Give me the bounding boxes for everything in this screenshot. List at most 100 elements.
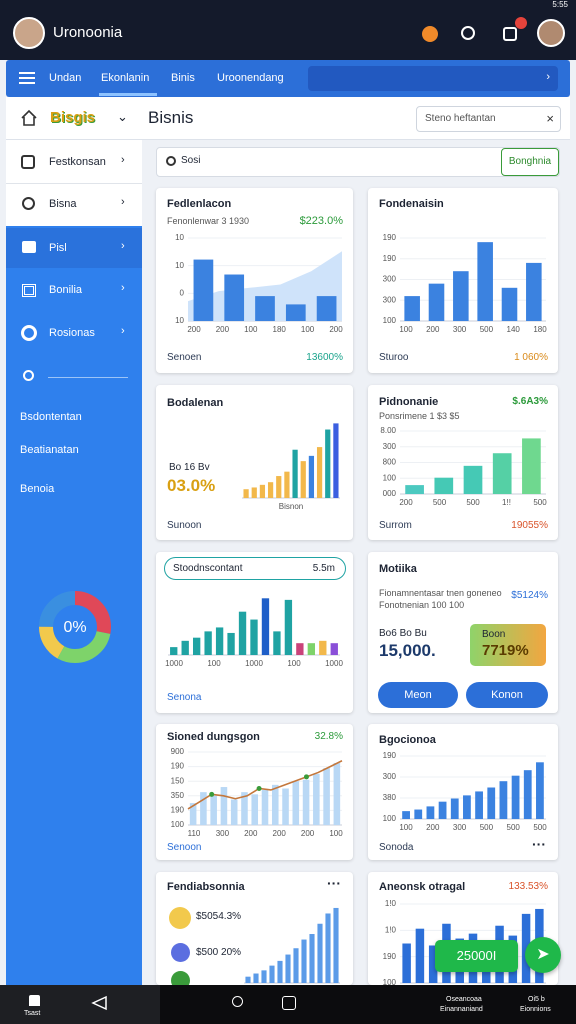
action-button[interactable]: 25000I (435, 940, 518, 972)
chevron[interactable]: ⌄ (117, 109, 128, 124)
recent-icon[interactable] (282, 996, 296, 1010)
notif-icon[interactable] (422, 26, 438, 42)
button[interactable]: Meon (378, 682, 458, 708)
bar (463, 465, 483, 494)
divider (6, 183, 142, 184)
bar (192, 637, 201, 655)
bar (282, 788, 289, 825)
card-title: Sioned dungsgon (167, 731, 260, 743)
search-button[interactable]: Bonghnia (501, 148, 559, 176)
pill[interactable]: Stoodnscontant 5.5m (164, 557, 346, 580)
x-tick-label: 1000 (325, 659, 343, 668)
bar (285, 954, 291, 983)
card-value: 133.53% (508, 881, 548, 892)
y-tick-label: 10 (175, 261, 184, 270)
list-avatar (169, 907, 191, 929)
side-link[interactable]: Beatianatan (20, 444, 79, 456)
chevron: › (121, 325, 125, 337)
nav-tab[interactable]: Binis (171, 72, 195, 84)
y-tick-label: 100 (383, 473, 397, 482)
bar (325, 429, 331, 498)
list-item: $500 20% (196, 947, 242, 958)
bar (215, 627, 224, 655)
side-item[interactable]: Bonilia (49, 284, 83, 296)
home-icon[interactable] (20, 109, 38, 127)
main-search[interactable]: Sosi Bonghnia (156, 147, 560, 177)
bar (499, 781, 508, 819)
y-tick-label: 300 (383, 772, 397, 781)
card-footer: Sunoon (167, 520, 202, 531)
bar (477, 242, 493, 321)
bar (261, 789, 269, 825)
nav-search[interactable]: › (308, 66, 558, 91)
bar (501, 287, 518, 321)
card: Bgocionoa 190 300 380 100 100 200 300 500 500 500… (368, 724, 558, 860)
more-icon[interactable]: ··· (327, 875, 341, 891)
x-tick-label: 100 (329, 829, 343, 838)
bar (284, 599, 293, 655)
bar (333, 423, 339, 498)
card-title: Bodalenan (167, 397, 224, 409)
bar (302, 779, 310, 825)
y-tick-label: 100 (383, 316, 397, 325)
search-icon[interactable] (23, 370, 34, 381)
bar (227, 632, 235, 655)
bar (251, 794, 259, 825)
message-icon[interactable] (503, 27, 517, 41)
bar (238, 611, 247, 655)
side-item[interactable]: Festkonsan (49, 156, 106, 168)
nav-tab[interactable]: Ekonlanin (101, 72, 150, 84)
chevron: › (121, 196, 125, 208)
badge (515, 17, 527, 29)
bar (277, 960, 283, 983)
footer-value: 1 060% (514, 352, 548, 363)
card-big-value: 03.0% (167, 476, 216, 495)
y-tick-label: 190 (383, 254, 397, 263)
side-link[interactable]: Benoia (20, 483, 55, 495)
x-tick-label: 100 (287, 659, 301, 668)
x-tick-label: 500 (480, 325, 494, 334)
side-item[interactable]: Pisl (49, 242, 67, 254)
avatar[interactable] (537, 19, 565, 47)
x-tick-label: 500 (533, 498, 547, 507)
menu-icon[interactable] (19, 71, 35, 85)
list-avatar (171, 971, 190, 985)
header-search[interactable]: Steno heftantan × (416, 106, 561, 132)
item-icon (21, 325, 37, 341)
side-link[interactable]: Bsdontentan (20, 411, 82, 423)
x-tick-label: 300 (453, 325, 467, 334)
bar (402, 811, 410, 819)
back-icon[interactable] (90, 995, 108, 1011)
footer-value: 19055% (511, 520, 548, 531)
clear-icon[interactable]: × (546, 111, 554, 126)
avatar[interactable] (13, 17, 45, 49)
search-icon[interactable] (232, 996, 243, 1007)
card-footer: Senoon (167, 842, 202, 853)
y-tick-label: 8.00 (380, 426, 396, 435)
more-icon[interactable]: ··· (532, 836, 546, 852)
chevron: › (121, 154, 125, 166)
nav-tab[interactable]: Uroonendang (217, 72, 284, 84)
page-title: Bisnis (148, 108, 194, 127)
button[interactable]: Konon (466, 682, 548, 708)
bottom-bar: Tsast Oseancoaa Einannaniand Oi5 b Eionn… (0, 985, 576, 1024)
bar (267, 482, 274, 498)
bar (316, 447, 323, 498)
side-item[interactable]: Rosionas (49, 327, 95, 339)
card-title: Fedlenlacon (167, 198, 232, 210)
home-icon[interactable] (29, 995, 40, 1006)
help-icon[interactable] (461, 26, 475, 40)
x-tick-label: 180 (533, 325, 547, 334)
y-tick-label: 300 (383, 442, 397, 451)
card: Fondenaisin 190 190 300 300 100 100 200 300 500 1… (368, 188, 558, 373)
side-item[interactable]: Bisna (49, 198, 77, 210)
bar (511, 775, 520, 819)
bar (301, 939, 307, 983)
chart (244, 907, 340, 984)
chevron: › (121, 282, 125, 294)
fab[interactable]: ➤ (525, 937, 561, 973)
badge-value: 7719% (482, 642, 529, 659)
nav-tab[interactable]: Undan (49, 72, 82, 84)
